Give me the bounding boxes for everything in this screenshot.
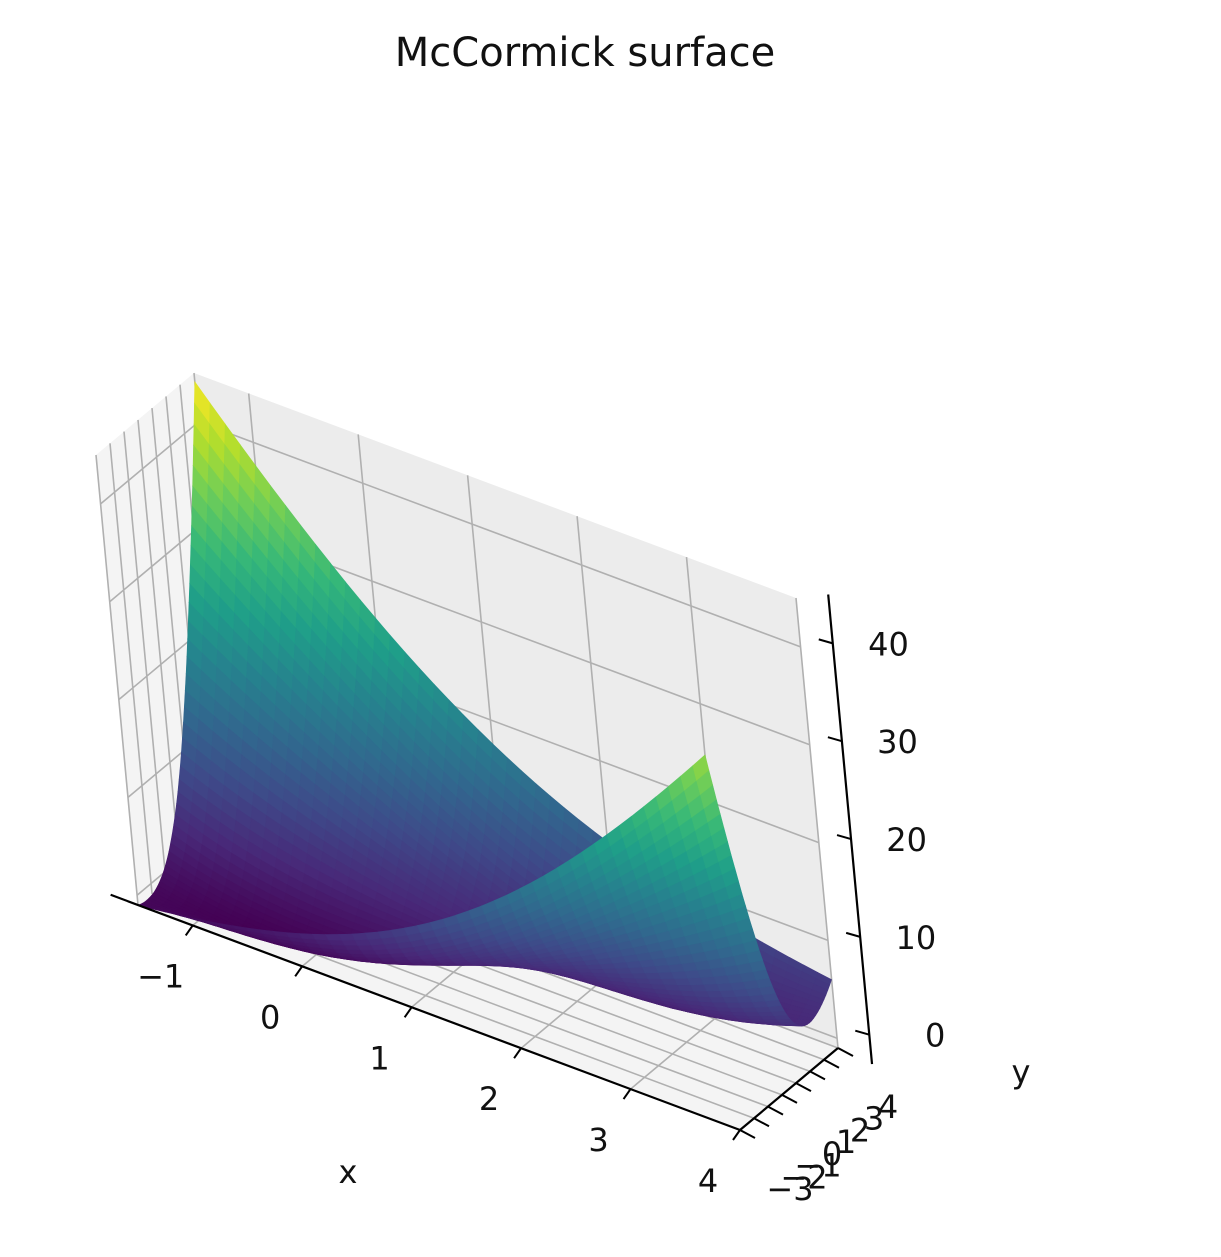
- x-tick-label: 0: [260, 998, 280, 1036]
- y-tick-mark: [739, 1129, 756, 1139]
- x-tick-label: 3: [588, 1121, 608, 1159]
- z-tick-mark: [855, 1029, 870, 1036]
- y-tick-label: 4: [878, 1088, 898, 1126]
- z-tick-label: 20: [886, 821, 927, 859]
- x-tick-mark: [184, 924, 194, 937]
- y-tick-mark: [809, 1070, 826, 1081]
- y-tick-mark: [781, 1093, 798, 1104]
- x-axis-label: x: [339, 1153, 358, 1191]
- z-tick-label: 40: [868, 625, 909, 663]
- y-tick-label: 2: [850, 1111, 870, 1149]
- y-axis-line: [739, 1047, 839, 1131]
- y-tick-mark: [753, 1117, 770, 1128]
- y-tick-label: 1: [836, 1123, 856, 1161]
- z-tick-mark: [827, 736, 843, 743]
- x-tick-mark: [294, 965, 304, 977]
- x-tick-mark: [513, 1047, 522, 1059]
- x-tick-label: −1: [137, 958, 184, 996]
- y-tick-label: 3: [864, 1100, 884, 1138]
- x-tick-label: 1: [369, 1039, 389, 1077]
- y-tick-mark: [823, 1058, 840, 1069]
- z-axis-line: [827, 594, 874, 1065]
- y-axis-label: y: [1012, 1053, 1031, 1091]
- z-tick-label: 30: [877, 723, 918, 761]
- z-tick-label: 0: [925, 1017, 945, 1055]
- x-tick-mark: [622, 1088, 632, 1100]
- x-tick-mark: [732, 1129, 741, 1141]
- y-tick-label: −3: [766, 1170, 813, 1208]
- x-tick-label: 4: [698, 1162, 718, 1200]
- y-tick-mark: [767, 1105, 784, 1116]
- chart-title: McCormick surface: [395, 30, 775, 76]
- z-tick-mark: [818, 638, 834, 645]
- z-tick-mark: [836, 834, 852, 841]
- surface-mesh: [137, 380, 832, 1027]
- z-tick-label: 10: [895, 919, 936, 957]
- y-tick-mark: [795, 1082, 812, 1093]
- z-tick-mark: [845, 931, 861, 938]
- y-tick-mark: [837, 1047, 854, 1057]
- y-tick-label: 0: [822, 1135, 842, 1173]
- y-grid-line: [109, 443, 755, 1120]
- y-tick-label: −2: [780, 1158, 827, 1196]
- surface-cell: [692, 754, 710, 781]
- x-tick-mark: [403, 1006, 413, 1018]
- x-axis-line: [110, 893, 741, 1132]
- x-tick-label: 2: [479, 1080, 499, 1118]
- y-tick-label: −1: [794, 1147, 841, 1185]
